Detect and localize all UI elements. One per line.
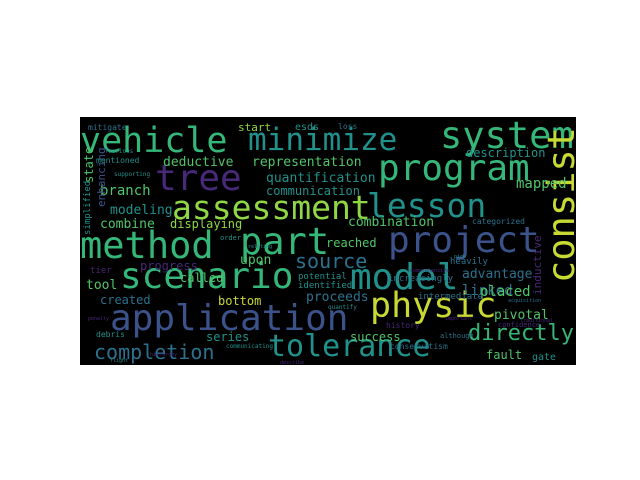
word-branch: branch xyxy=(100,183,151,199)
word-communicating: communicating xyxy=(226,343,273,350)
word-identified: identified xyxy=(298,281,353,291)
word-flight: flight xyxy=(110,358,129,364)
word-success: success xyxy=(350,330,401,344)
word-bottom: bottom xyxy=(218,294,262,308)
word-advantage: advantage xyxy=(462,267,533,282)
word-placed: placed xyxy=(480,284,531,300)
word-scenario: scenario xyxy=(120,256,294,297)
word-esds: esds xyxy=(295,122,320,133)
word-application: application xyxy=(110,298,349,339)
word-called: called xyxy=(180,271,224,285)
word-tool: tool xyxy=(86,278,118,293)
word-describe: describe xyxy=(280,360,305,366)
word-relating: relating xyxy=(248,244,273,250)
word-order: order xyxy=(220,234,242,242)
word-tree: tree xyxy=(155,158,242,199)
word-cloud: vehicle minimize system program consist … xyxy=(80,117,576,365)
word-displaying: displaying xyxy=(170,217,243,231)
word-series: series xyxy=(206,330,250,344)
word-comprehensive: comprehensive xyxy=(410,268,450,274)
word-model: model xyxy=(350,257,459,298)
word-loss: loss xyxy=(338,122,358,131)
word-minimize: minimize xyxy=(248,122,398,158)
word-upon: upon xyxy=(240,253,272,268)
word-traditional: traditional xyxy=(520,318,554,324)
word-lesson: lesson xyxy=(367,186,487,225)
word-supporting: supporting xyxy=(114,171,151,178)
word-although: although xyxy=(440,332,474,340)
word-potential: potential xyxy=(298,272,347,282)
word-inductive: inductive xyxy=(531,235,544,295)
word-reached: reached xyxy=(326,236,377,250)
word-intermediate: intermediate xyxy=(418,292,484,302)
word-combine: combine xyxy=(100,217,155,232)
word-start: start xyxy=(238,121,272,134)
word-history: history xyxy=(386,321,420,330)
word-state: state xyxy=(82,146,96,183)
word-heavily: heavily xyxy=(450,257,488,267)
word-program: program xyxy=(378,148,530,189)
word-categorized: categorized xyxy=(472,217,525,226)
word-vehicle: vehicle xyxy=(80,121,228,161)
word-conservatism: conservatism xyxy=(390,342,448,351)
word-directly: directly xyxy=(468,321,574,346)
word-progress: progress xyxy=(140,259,198,273)
word-debris: debris xyxy=(96,330,125,339)
word-acquisition: acquisition xyxy=(508,298,542,304)
word-gate: gate xyxy=(532,352,557,363)
word-physic: physic xyxy=(370,286,497,326)
word-system: system xyxy=(440,117,574,157)
word-communication: communication xyxy=(266,184,360,198)
word-mapped: mapped xyxy=(516,176,567,192)
word-confidence: confidence xyxy=(498,321,541,329)
word-tolerance: tolerance xyxy=(268,329,431,364)
word-linked: linked xyxy=(462,283,513,299)
word-quantify: quantify xyxy=(328,304,357,311)
word-various: various xyxy=(108,148,134,155)
word-project: project xyxy=(388,220,540,261)
word-fault: fault xyxy=(486,348,523,362)
word-quantification: quantification xyxy=(266,171,376,186)
word-tier: tier xyxy=(90,266,112,276)
word-mentioned: mentioned xyxy=(96,156,140,165)
word-assessment: assessment xyxy=(172,188,371,227)
word-combination: combination xyxy=(348,215,435,230)
word-pick: pick xyxy=(454,254,467,260)
word-method: method xyxy=(80,224,214,267)
word-representation: representation xyxy=(252,155,362,170)
word-simplified: simplified xyxy=(83,180,93,235)
word-pivotal: pivotal xyxy=(494,308,549,323)
word-part: part xyxy=(240,220,330,263)
word-hierarchy: hierarchy xyxy=(150,352,178,358)
word-penalty: penalty xyxy=(88,316,110,322)
word-important: important xyxy=(445,316,473,322)
word-proceeds: proceeds xyxy=(306,290,369,305)
word-description: description xyxy=(466,146,546,160)
word-consist: consist xyxy=(540,127,576,283)
word-deductive: deductive xyxy=(163,155,234,170)
word-created: created xyxy=(100,293,151,307)
word-mitigate: mitigate xyxy=(88,123,127,132)
word-modeling: modeling xyxy=(110,203,173,218)
word-completion: completion xyxy=(94,340,215,364)
word-increasingly: increasingly xyxy=(388,274,454,284)
word-source: source xyxy=(295,249,368,273)
